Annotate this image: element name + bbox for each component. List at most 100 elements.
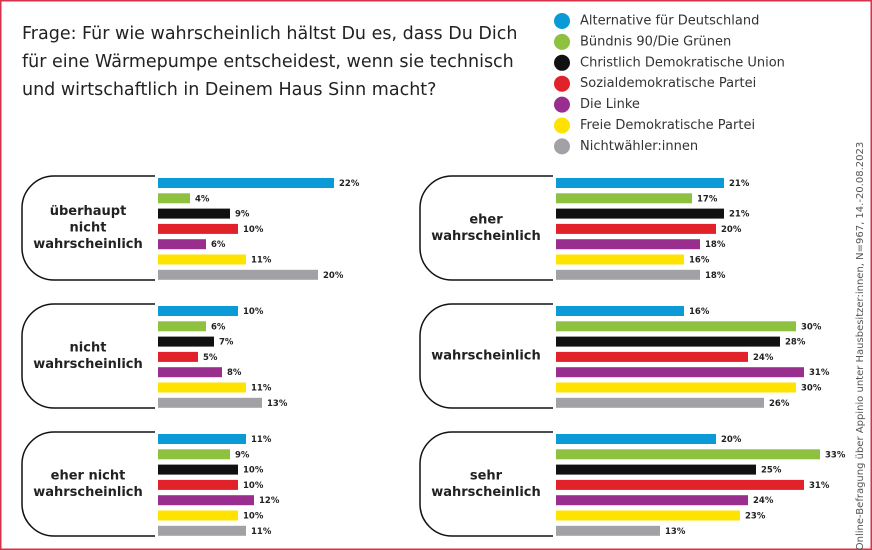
value-label: 31% (809, 481, 830, 491)
value-label: 6% (211, 240, 226, 250)
value-label: 11% (251, 527, 272, 537)
legend-label: Bündnis 90/Die Grünen (580, 34, 731, 49)
value-label: 21% (729, 179, 750, 189)
value-label: 10% (243, 512, 264, 522)
legend-dot (554, 54, 570, 71)
value-label: 25% (761, 466, 782, 476)
question-line: und wirtschaftlich in Deinem Haus Sinn m… (22, 80, 436, 100)
panel-label: eher (469, 212, 503, 227)
value-label: 16% (689, 307, 710, 317)
panel-label-box (419, 431, 553, 537)
panel-label-box (21, 431, 155, 537)
value-label: 28% (785, 338, 806, 348)
bar (158, 382, 246, 393)
value-label: 9% (235, 450, 250, 460)
value-label: 10% (243, 307, 264, 317)
panel-label-box (21, 175, 155, 281)
value-label: 33% (825, 450, 846, 460)
bar (556, 525, 660, 536)
bar (556, 479, 804, 490)
value-label: 21% (729, 210, 750, 220)
bar (556, 434, 716, 444)
value-label: 20% (721, 435, 742, 445)
panel-label-box (419, 175, 553, 281)
bar (158, 464, 238, 475)
value-label: 4% (195, 194, 210, 204)
legend-label: Die Linke (580, 97, 640, 112)
bar (158, 178, 334, 188)
legend-label: Sozialdemokratische Partei (580, 76, 756, 91)
panel-label: sehr (470, 468, 503, 483)
bar (158, 449, 230, 460)
panel-label: wahrscheinlich (431, 229, 541, 244)
value-label: 24% (753, 353, 774, 363)
value-label: 13% (665, 527, 686, 537)
legend-label: Freie Demokratische Partei (580, 118, 755, 133)
value-label: 26% (769, 399, 790, 409)
panel-label: eher nicht (51, 468, 126, 483)
bar (158, 525, 246, 536)
value-label: 18% (705, 271, 726, 281)
value-label: 31% (809, 368, 830, 378)
legend-dot (554, 33, 570, 50)
legend-dot (554, 13, 570, 29)
bar (556, 464, 756, 475)
bar (158, 397, 262, 408)
bar (556, 449, 820, 460)
bar (158, 193, 190, 204)
value-label: 18% (705, 240, 726, 250)
bar (556, 254, 684, 265)
bar (158, 254, 246, 265)
panel-label: nicht (70, 221, 107, 236)
legend-label: Alternative für Deutschland (580, 14, 759, 29)
legend-label: Nichtwähler:innen (580, 139, 698, 154)
value-label: 23% (745, 512, 766, 522)
panel-label-box (419, 303, 553, 409)
value-label: 11% (251, 256, 272, 266)
panel-label: wahrscheinlich (33, 485, 143, 500)
value-label: 20% (323, 271, 344, 281)
bar (158, 269, 318, 280)
bar (158, 239, 206, 250)
bar (556, 336, 780, 347)
value-label: 17% (697, 194, 718, 204)
value-label: 9% (235, 210, 250, 220)
panel-label: überhaupt (50, 204, 127, 219)
panel-label: wahrscheinlich (431, 349, 541, 364)
panel-label: nicht (70, 340, 107, 355)
bar (556, 306, 684, 316)
legend-dot (554, 75, 570, 92)
bar (556, 351, 748, 362)
value-label: 7% (219, 338, 234, 348)
bar (556, 510, 740, 521)
bar (158, 434, 246, 444)
bar (556, 397, 764, 408)
bar (158, 223, 238, 234)
question-line: für eine Wärmepumpe entscheidest, wenn s… (22, 52, 514, 72)
value-label: 30% (801, 322, 822, 332)
bar (158, 367, 222, 378)
value-label: 11% (251, 384, 272, 394)
panel-label: wahrscheinlich (431, 485, 541, 500)
value-label: 16% (689, 256, 710, 266)
panel-label-box (21, 303, 155, 409)
bar (556, 223, 716, 234)
value-label: 10% (243, 225, 264, 235)
bar (158, 208, 230, 219)
value-label: 10% (243, 466, 264, 476)
value-label: 20% (721, 225, 742, 235)
bar (158, 495, 254, 506)
bar (556, 193, 692, 204)
bar (158, 351, 198, 362)
bar (158, 479, 238, 490)
source-note: Online-Befragung über Appinio unter Haus… (855, 142, 866, 550)
value-label: 6% (211, 322, 226, 332)
panel-label: wahrscheinlich (33, 237, 143, 252)
panel-label: wahrscheinlich (33, 357, 143, 372)
value-label: 22% (339, 179, 360, 189)
bar (158, 306, 238, 316)
bar (556, 495, 748, 506)
bar (158, 321, 206, 332)
